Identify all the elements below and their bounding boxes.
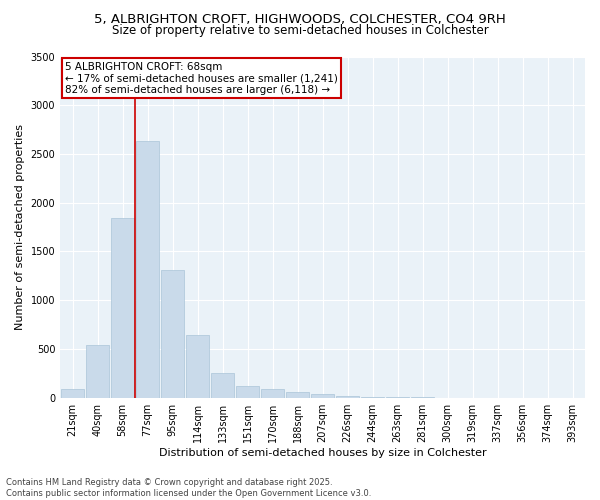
Bar xyxy=(211,374,234,398)
Bar xyxy=(61,389,84,398)
Bar xyxy=(361,396,384,398)
Text: 5, ALBRIGHTON CROFT, HIGHWOODS, COLCHESTER, CO4 9RH: 5, ALBRIGHTON CROFT, HIGHWOODS, COLCHEST… xyxy=(94,12,506,26)
Bar xyxy=(112,218,134,398)
Bar xyxy=(337,396,359,398)
Text: Contains HM Land Registry data © Crown copyright and database right 2025.
Contai: Contains HM Land Registry data © Crown c… xyxy=(6,478,371,498)
Text: 5 ALBRIGHTON CROFT: 68sqm
← 17% of semi-detached houses are smaller (1,241)
82% : 5 ALBRIGHTON CROFT: 68sqm ← 17% of semi-… xyxy=(65,62,338,95)
Text: Size of property relative to semi-detached houses in Colchester: Size of property relative to semi-detach… xyxy=(112,24,488,37)
Bar xyxy=(161,270,184,398)
Y-axis label: Number of semi-detached properties: Number of semi-detached properties xyxy=(15,124,25,330)
Bar xyxy=(136,142,159,398)
Bar xyxy=(236,386,259,398)
Bar xyxy=(311,394,334,398)
X-axis label: Distribution of semi-detached houses by size in Colchester: Distribution of semi-detached houses by … xyxy=(159,448,487,458)
Bar xyxy=(187,336,209,398)
Bar xyxy=(262,389,284,398)
Bar xyxy=(86,345,109,398)
Bar xyxy=(286,392,309,398)
